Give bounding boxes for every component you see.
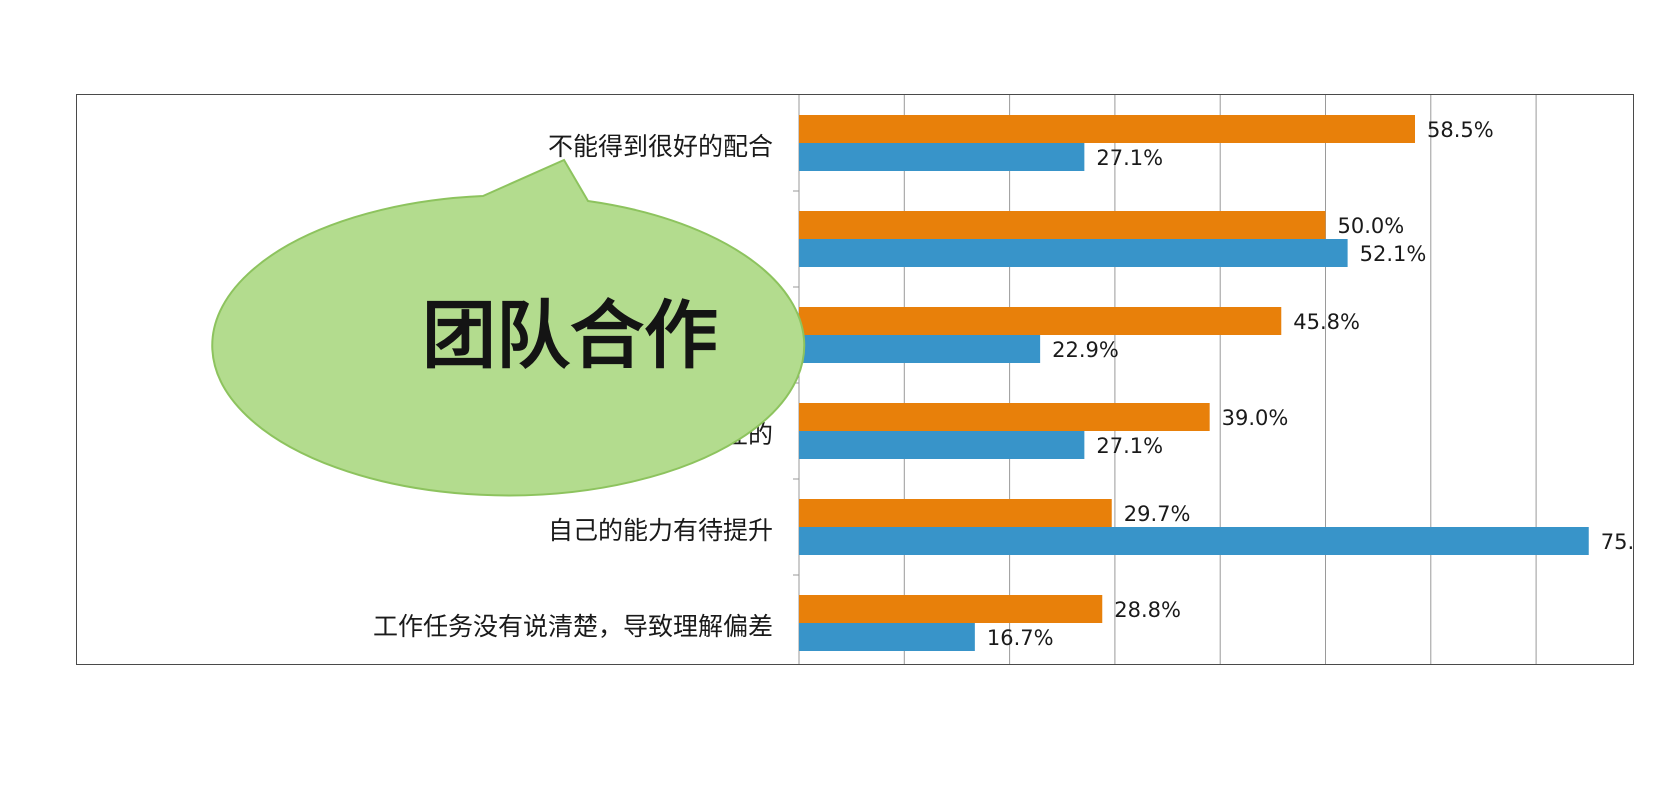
speech-bubble-callout: 团队合作 — [211, 158, 806, 497]
data-label: 29.7% — [1124, 502, 1191, 526]
data-label: 58.5% — [1427, 118, 1494, 142]
bar — [799, 595, 1103, 623]
bar-chart: 不能得到很好的配合58.5%27.1%50.0%52.1%45.8%22.9%接… — [373, 95, 1634, 664]
data-label: 75. — [1601, 530, 1634, 554]
bar — [799, 115, 1416, 143]
bar — [799, 143, 1085, 171]
category-label: 不能得到很好的配合 — [548, 132, 773, 161]
speech-bubble-shape — [211, 158, 806, 497]
bar — [799, 239, 1348, 267]
data-label: 50.0% — [1338, 214, 1405, 238]
data-label: 52.1% — [1360, 242, 1427, 266]
bar — [799, 431, 1085, 459]
data-label: 22.9% — [1052, 338, 1119, 362]
data-label: 16.7% — [987, 626, 1054, 650]
bar — [799, 307, 1282, 335]
category-label: 工作任务没有说清楚，导致理解偏差 — [373, 612, 773, 641]
data-label: 45.8% — [1293, 310, 1360, 334]
data-label: 27.1% — [1096, 146, 1163, 170]
bar — [799, 403, 1210, 431]
bar — [799, 623, 975, 651]
callout-text: 团队合作 — [422, 293, 718, 379]
bar — [799, 211, 1326, 239]
bar — [799, 499, 1112, 527]
bar — [799, 335, 1041, 363]
data-label: 27.1% — [1096, 434, 1163, 458]
data-label: 39.0% — [1222, 406, 1289, 430]
category-label: 自己的能力有待提升 — [548, 516, 773, 545]
data-label: 28.8% — [1114, 598, 1181, 622]
bar — [799, 527, 1589, 555]
